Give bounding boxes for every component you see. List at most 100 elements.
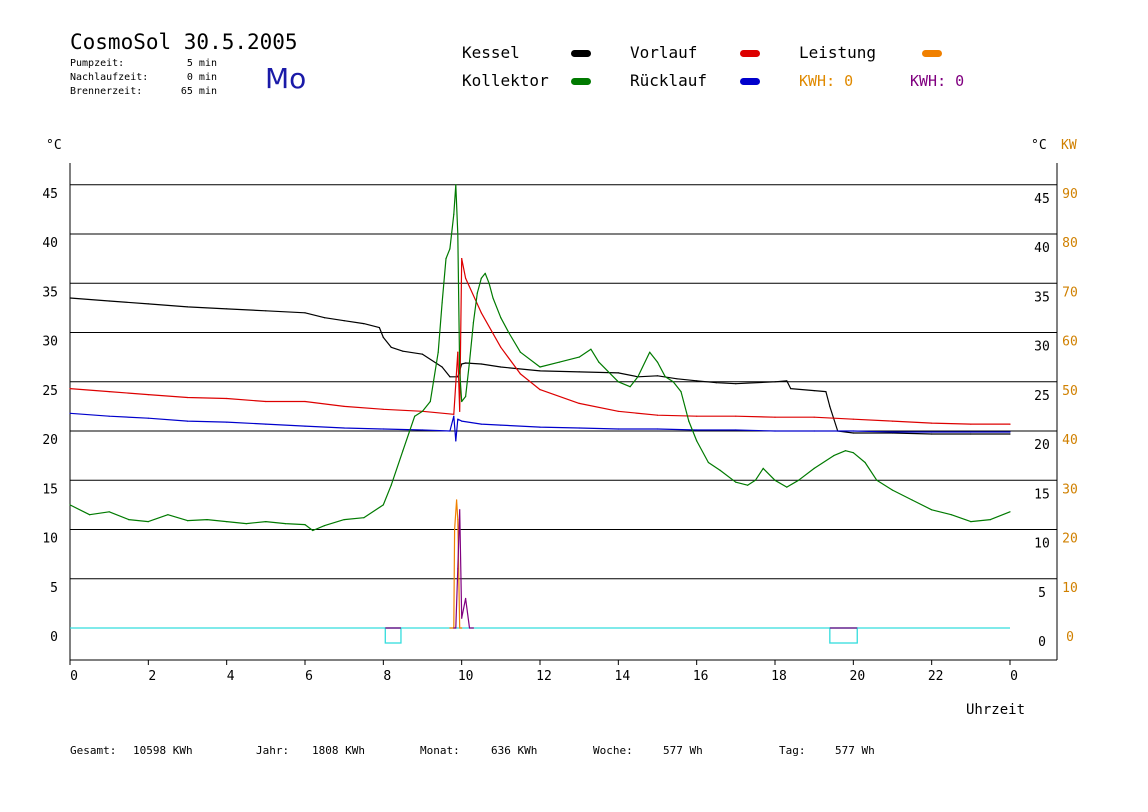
x-tick-label: 0 (1010, 669, 1018, 684)
data-point (186, 396, 189, 399)
data-point (226, 308, 228, 310)
data-point (465, 395, 467, 398)
y-tick-label-right: 35 (1034, 290, 1050, 305)
y-tick-label-left: 30 (42, 335, 58, 350)
data-point (970, 433, 972, 435)
data-point (402, 350, 404, 352)
data-point (500, 424, 502, 426)
data-point (696, 440, 698, 442)
data-point (441, 302, 443, 304)
data-point (147, 417, 149, 419)
data-point (649, 351, 651, 353)
weekday-label: Mo (265, 62, 307, 95)
data-point (578, 371, 580, 373)
data-point (829, 405, 831, 407)
y-tick-label-kw: 90 (1062, 187, 1078, 202)
data-point (747, 484, 749, 486)
data-point (891, 431, 894, 433)
data-point (970, 423, 972, 425)
x-tick-label: 0 (70, 669, 78, 684)
data-point (1009, 431, 1011, 433)
data-point (891, 420, 894, 422)
data-point (797, 479, 800, 481)
brennerzeit-label: Brennerzeit: (70, 86, 143, 97)
x-tick-label: 4 (227, 669, 235, 684)
data-point (500, 317, 502, 319)
data-point (226, 421, 228, 423)
y-tick-label-right: 40 (1034, 241, 1050, 256)
y-tick-label-right: 5 (1038, 586, 1046, 601)
y-tick-label-kw: 40 (1062, 433, 1078, 448)
data-point (265, 521, 267, 523)
data-point (459, 627, 461, 629)
data-point (891, 432, 894, 434)
legend-leistung-swatch (922, 50, 942, 57)
data-point (186, 420, 189, 422)
y-tick-label-right: 15 (1034, 487, 1050, 502)
data-point (813, 430, 815, 432)
data-point (186, 306, 189, 308)
data-point (382, 408, 384, 410)
data-point (735, 481, 737, 483)
data-point (676, 378, 678, 380)
data-point (590, 348, 592, 350)
data-point (457, 233, 459, 235)
pump-pulse (384, 627, 402, 644)
data-point (449, 376, 451, 378)
x-tick-label: 20 (850, 669, 866, 684)
x-axis-label: Uhrzeit (966, 702, 1025, 718)
y-tick-label-kw: 50 (1062, 384, 1078, 399)
data-point (500, 346, 502, 348)
legend-kollektor-swatch (571, 78, 591, 85)
data-point (312, 529, 314, 532)
data-point (459, 509, 461, 511)
data-point (931, 431, 933, 433)
legend-ruecklauf-swatch (740, 78, 760, 85)
data-point (108, 415, 110, 417)
data-point (324, 317, 326, 319)
data-point (852, 432, 854, 434)
data-point (437, 351, 439, 353)
data-point (69, 388, 71, 390)
data-point (825, 391, 827, 393)
data-point (656, 361, 659, 363)
data-point (457, 351, 459, 353)
y-tick-label-kw: 0 (1066, 630, 1074, 645)
x-tick-label: 8 (383, 669, 391, 684)
data-point (931, 422, 933, 424)
data-point (343, 405, 345, 407)
data-point (363, 517, 365, 519)
data-point (304, 400, 306, 403)
data-point (304, 524, 306, 526)
data-point (844, 450, 847, 452)
data-point (735, 383, 737, 385)
y-tick-label-left: 5 (50, 581, 58, 596)
y-tick-label-left: 20 (42, 433, 58, 448)
data-point (461, 400, 463, 403)
brennerzeit-value: 65 min (180, 86, 217, 97)
nachlaufzeit-label: Nachlaufzeit: (70, 72, 149, 83)
series-line-rcklauf (69, 412, 1010, 442)
series-line-kessel (69, 297, 1010, 435)
data-point (69, 412, 71, 414)
data-point (852, 452, 854, 454)
data-point (754, 479, 757, 481)
data-point (472, 322, 474, 324)
data-point (69, 504, 71, 506)
data-point (449, 627, 451, 629)
data-point (108, 391, 110, 393)
data-point (457, 519, 459, 521)
data-point (656, 375, 659, 377)
data-point (519, 351, 522, 353)
legend-kessel-swatch (571, 50, 591, 57)
data-point (147, 521, 149, 523)
pumpzeit-value: 5 min (186, 58, 217, 69)
kwh-leistung-value: KWH: 0 (799, 72, 854, 90)
data-point (449, 248, 451, 250)
gesamt-value: 10598 KWh (133, 744, 193, 757)
x-tick-label: 14 (615, 669, 631, 684)
data-point (774, 430, 776, 432)
legend-leistung-label: Leistung (799, 43, 877, 62)
data-point (465, 277, 467, 279)
